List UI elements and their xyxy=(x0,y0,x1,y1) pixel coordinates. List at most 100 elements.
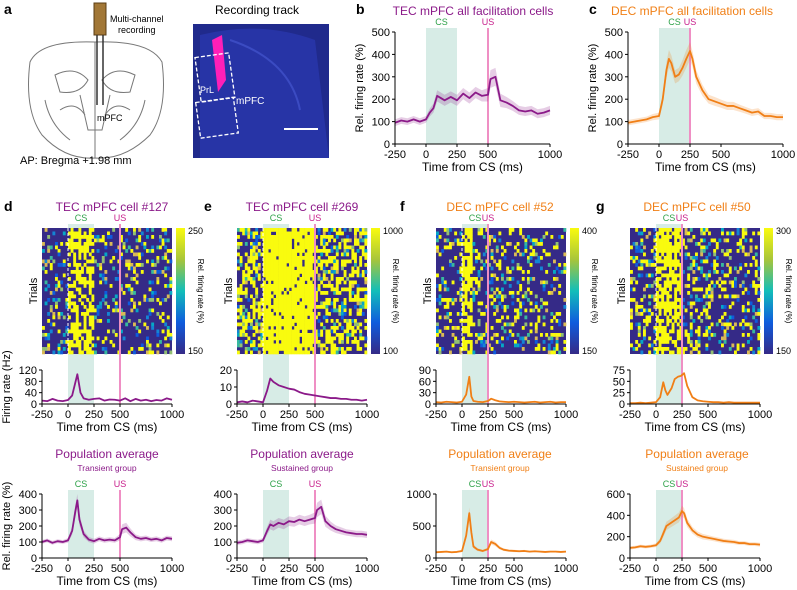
heatmap-cell xyxy=(159,238,162,243)
heatmap-cell xyxy=(710,291,714,295)
heatmap-cell xyxy=(684,228,688,232)
heatmap-cell xyxy=(469,333,473,337)
heatmap-cell xyxy=(156,259,160,264)
heatmap-cell xyxy=(663,284,667,288)
heatmap-cell xyxy=(286,249,290,253)
x-tick-label-c: 250 xyxy=(681,149,699,161)
heatmap-cell xyxy=(151,235,155,239)
x-axis-label-d_fr: Time from CS (ms) xyxy=(57,420,158,434)
heatmap-cell xyxy=(75,273,79,278)
heatmap-cell xyxy=(469,235,473,239)
heatmap-cell xyxy=(273,315,277,320)
heatmap-cell xyxy=(441,333,445,337)
heatmap-cell xyxy=(283,259,287,264)
heatmap-cell xyxy=(68,301,71,306)
heatmap-cell xyxy=(490,280,494,285)
heatmap-cell xyxy=(503,256,507,260)
trials-label-e_fr: Trials xyxy=(223,277,235,304)
heatmap-cell xyxy=(354,294,357,299)
heatmap-cell xyxy=(462,263,465,267)
heatmap-cell xyxy=(270,340,274,344)
heatmap-cell xyxy=(237,242,240,246)
heatmap-cell xyxy=(263,266,266,271)
heatmap-cell xyxy=(88,266,92,271)
heatmap-cell xyxy=(247,319,251,323)
heatmap-cell xyxy=(330,270,334,274)
y-tick-label-b: 400 xyxy=(372,49,390,61)
heatmap-cell xyxy=(315,270,318,274)
heatmap-cell xyxy=(359,273,363,278)
heatmap-cell xyxy=(671,270,675,274)
heatmap-cell xyxy=(666,308,670,313)
heatmap-cell xyxy=(723,336,727,341)
heatmap-cell xyxy=(273,280,277,285)
heatmap-cell xyxy=(532,249,536,253)
heatmap-cell xyxy=(294,259,298,264)
heatmap-cell xyxy=(477,287,481,292)
heatmap-cell xyxy=(674,308,678,313)
heatmap-cell xyxy=(493,298,497,302)
heatmap-cell xyxy=(237,259,240,264)
heatmap-cell xyxy=(676,347,680,351)
heatmap-cell xyxy=(78,298,82,302)
heatmap-cell xyxy=(291,235,295,239)
heatmap-cell xyxy=(454,336,458,341)
heatmap-cell xyxy=(309,298,313,302)
colorbar-min-g_fr: 150 xyxy=(776,346,791,356)
heatmap-cell xyxy=(462,270,465,274)
heatmap-cell xyxy=(501,315,504,320)
heatmap-cell xyxy=(741,319,745,323)
heatmap-cell xyxy=(278,270,282,274)
heatmap-cell xyxy=(263,336,266,341)
heatmap-cell xyxy=(656,347,659,351)
heatmap-cell xyxy=(68,350,71,355)
heatmap-cell xyxy=(86,235,90,239)
heatmap-cell xyxy=(268,287,272,292)
heatmap-cell xyxy=(70,343,74,348)
heatmap-cell xyxy=(281,301,285,306)
heatmap-cell xyxy=(127,284,131,288)
heatmap-cell xyxy=(666,319,670,323)
heatmap-cell xyxy=(276,319,279,323)
heatmap-cell xyxy=(480,343,484,348)
heatmap-cell xyxy=(91,350,95,355)
panel-letter-b: b xyxy=(356,1,365,17)
heatmap-cell xyxy=(281,336,285,341)
heatmap-cell xyxy=(299,291,303,295)
heatmap-cell xyxy=(289,252,292,257)
heatmap-cell xyxy=(630,277,633,281)
x-tick-label-e_pop: 250 xyxy=(280,563,298,575)
heatmap-cell xyxy=(656,245,659,250)
heatmap-cell xyxy=(351,249,355,253)
heatmap-cell xyxy=(451,280,455,285)
heatmap-cell xyxy=(166,266,170,271)
heatmap-cell xyxy=(469,238,473,243)
heatmap-cell xyxy=(294,249,298,253)
heatmap-cell xyxy=(645,259,649,264)
heatmap-cell xyxy=(710,322,714,327)
heatmap-cell xyxy=(658,259,662,264)
heatmap-cell xyxy=(148,350,152,355)
heatmap-cell xyxy=(467,350,471,355)
heatmap-cell xyxy=(545,333,549,337)
heatmap-cell xyxy=(278,298,282,302)
heatmap-cell xyxy=(62,231,66,236)
heatmap-cell xyxy=(485,249,489,253)
heatmap-cell xyxy=(477,301,481,306)
y-tick-label-b: 500 xyxy=(372,27,390,39)
heatmap-cell xyxy=(674,273,678,278)
heatmap-cell xyxy=(708,242,711,246)
heatmap-cell xyxy=(289,319,292,323)
heatmap-cell xyxy=(477,256,481,260)
heatmap-cell xyxy=(317,312,321,316)
heatmap-cell xyxy=(637,266,641,271)
heatmap-cell xyxy=(472,294,476,299)
heatmap-cell xyxy=(302,242,305,246)
heatmap-cell xyxy=(480,336,484,341)
heatmap-cell xyxy=(529,252,533,257)
heatmap-cell xyxy=(112,343,116,348)
heatmap-cell xyxy=(663,266,667,271)
heatmap-cell xyxy=(52,322,56,327)
heatmap-cell xyxy=(304,294,308,299)
heatmap-cell xyxy=(47,333,51,337)
